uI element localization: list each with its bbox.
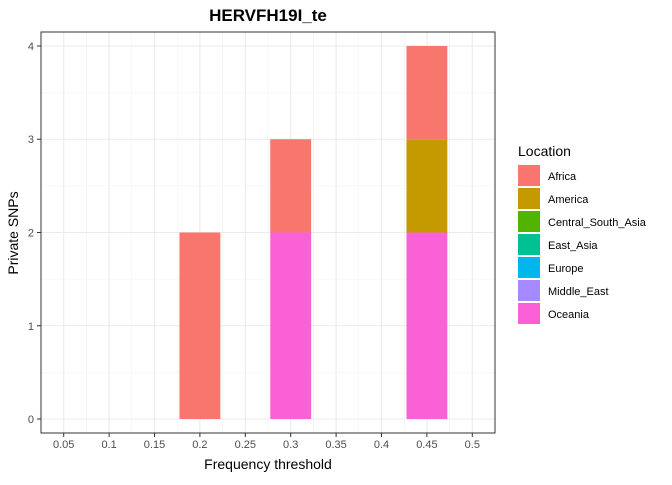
x-tick-label: 0.45 (416, 439, 437, 451)
x-tick-label: 0.05 (53, 439, 74, 451)
bar-africa-0.3 (270, 139, 312, 233)
legend-key-america (518, 188, 540, 209)
legend-label: Central_South_Asia (548, 217, 647, 229)
bar-america-0.45 (406, 139, 448, 233)
x-axis-label: Frequency threshold (204, 456, 332, 472)
y-tick-label: 4 (28, 41, 34, 53)
x-tick-label: 0.35 (325, 439, 346, 451)
y-tick-label: 0 (28, 414, 34, 426)
legend-key-central-south-asia (518, 211, 540, 232)
x-tick-label: 0.25 (235, 439, 256, 451)
y-tick-label: 1 (28, 321, 34, 333)
legend: Location Africa America Central_South_Asia… (518, 143, 647, 324)
legend-key-europe (518, 257, 540, 278)
legend-key-oceania (518, 303, 540, 324)
x-tick-label: 0.3 (283, 439, 298, 451)
y-axis-label: Private SNPs (5, 191, 21, 274)
x-tick-label: 0.5 (465, 439, 480, 451)
legend-key-africa (518, 165, 540, 186)
legend-label: Europe (548, 263, 583, 275)
y-axis: 0 1 2 3 4 (28, 41, 41, 426)
x-tick-label: 0.4 (374, 439, 389, 451)
plot-panel (40, 31, 496, 434)
legend-label: Africa (548, 171, 577, 183)
x-tick-label: 0.15 (144, 439, 165, 451)
legend-title: Location (518, 143, 571, 159)
y-tick-label: 2 (28, 228, 34, 240)
legend-label: Middle_East (548, 286, 609, 298)
legend-label: America (548, 194, 589, 206)
legend-label: Oceania (548, 309, 590, 321)
x-axis: 0.05 0.1 0.15 0.2 0.25 0.3 0.35 0.4 0.45 0.5 (53, 433, 480, 451)
chart-title: HERVFH19I_te (209, 6, 327, 25)
bar-oceania-0.45 (406, 232, 448, 420)
bar-africa-0.45 (406, 45, 448, 140)
bar-oceania-0.3 (270, 232, 312, 420)
legend-key-middle-east (518, 280, 540, 301)
y-tick-label: 3 (28, 134, 34, 146)
x-tick-label: 0.2 (192, 439, 207, 451)
x-tick-label: 0.1 (101, 439, 116, 451)
bar-africa-0.2 (179, 232, 221, 420)
legend-key-east-asia (518, 234, 540, 255)
legend-label: East_Asia (548, 240, 598, 252)
